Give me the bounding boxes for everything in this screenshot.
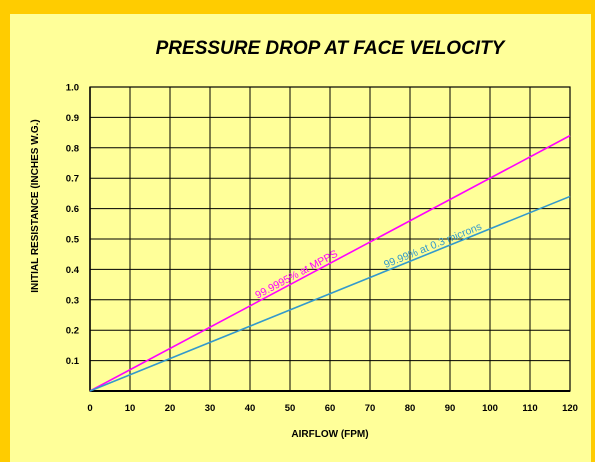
series-line (89, 195, 571, 392)
y-tick-label: 0.1 (66, 356, 80, 367)
series-line (89, 134, 571, 392)
y-tick-label: 1.0 (66, 83, 79, 94)
y-tick-label: 0.5 (66, 235, 80, 246)
x-tick-label: 20 (165, 403, 176, 414)
x-tick-label: 0 (87, 403, 92, 414)
chart-title: PRESSURE DROP AT FACE VELOCITY (156, 38, 507, 59)
y-tick-label: 0.2 (66, 326, 79, 337)
x-tick-label: 10 (125, 403, 136, 414)
grid (89, 86, 571, 391)
y-tick-label: 0.6 (66, 204, 79, 215)
x-tick-label: 100 (482, 403, 498, 414)
x-tick-label: 40 (245, 403, 256, 414)
x-tick-labels: 0 10 20 30 40 50 60 70 80 90 100 110 120 (87, 403, 578, 414)
series-lines (89, 134, 571, 392)
x-tick-label: 30 (205, 403, 216, 414)
y-tick-label: 0.8 (66, 143, 79, 154)
y-tick-label: 0.4 (66, 265, 80, 276)
plot-frame (89, 86, 571, 392)
y-tick-labels: 0.1 0.2 0.3 0.4 0.5 0.6 0.7 0.8 0.9 1.0 (66, 83, 80, 368)
y-tick-label: 0.7 (66, 174, 79, 185)
x-tick-label: 80 (405, 403, 416, 414)
y-axis-label: INITIAL RESISTANCE (INCHES W.G.) (30, 119, 41, 293)
x-tick-label: 110 (522, 403, 537, 414)
x-tick-label: 60 (325, 403, 336, 414)
y-tick-label: 0.3 (66, 295, 79, 306)
x-tick-label: 120 (562, 403, 578, 414)
x-axis-label: AIRFLOW (FPM) (291, 429, 368, 440)
x-tick-label: 70 (365, 403, 376, 414)
x-tick-label: 90 (445, 403, 456, 414)
x-tick-label: 50 (285, 403, 296, 414)
series-label: 99.9995% at MPPS (253, 248, 340, 302)
y-tick-label: 0.9 (66, 113, 79, 124)
chart-panel (10, 14, 591, 462)
